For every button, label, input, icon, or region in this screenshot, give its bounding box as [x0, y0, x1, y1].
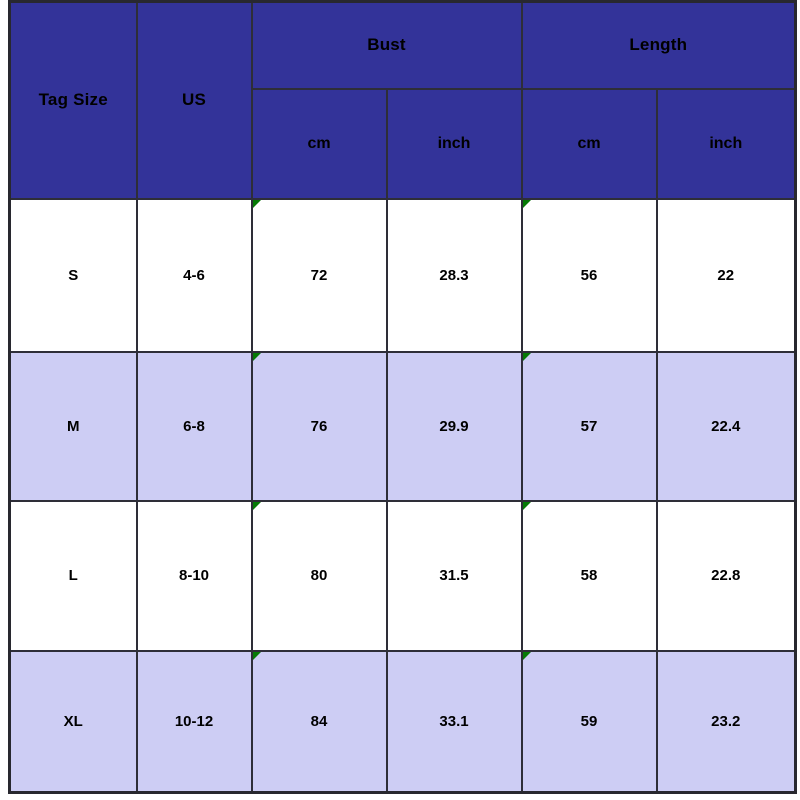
cell-value: 72 [310, 266, 328, 284]
cell-xl-tag: XL [8, 649, 138, 794]
cell-value: 80 [310, 567, 328, 584]
cell-s-length-cm: 56 [520, 197, 658, 353]
cell-value: 29.9 [439, 417, 469, 435]
cell-l-length-cm: 58 [520, 499, 658, 652]
cell-xl-length-cm: 59 [520, 649, 658, 794]
cell-value: 84 [310, 712, 328, 730]
cell-l-length-inch: 22.8 [655, 499, 797, 652]
cell-value: 23.2 [711, 712, 741, 730]
cell-m-bust-cm: 76 [250, 350, 388, 502]
cell-value: 57 [580, 417, 598, 435]
green-corner-marker-icon [522, 501, 531, 510]
cell-m-tag: M [8, 350, 138, 502]
green-corner-marker-icon [252, 651, 261, 660]
cell-s-length-inch: 22 [655, 197, 797, 353]
header-bust-cm: cm [250, 87, 388, 200]
header-row-groups: Tag Size US Bust Length [8, 0, 797, 200]
cell-m-length-cm: 57 [520, 350, 658, 502]
table-row-s: S 4-6 72 28.3 56 22 [8, 197, 797, 353]
cell-value: 33.1 [439, 712, 469, 730]
cell-m-bust-inch: 29.9 [385, 350, 523, 502]
cell-l-bust-inch: 31.5 [385, 499, 523, 652]
cell-s-tag: S [8, 197, 138, 353]
cell-xl-length-inch: 23.2 [655, 649, 797, 794]
cell-value: 31.5 [439, 567, 469, 584]
green-corner-marker-icon [252, 352, 261, 361]
size-chart-table: Tag Size US Bust Length cm inch cm inch … [8, 0, 798, 794]
green-corner-marker-icon [522, 651, 531, 660]
cell-value: 28.3 [439, 266, 469, 284]
header-length-cm: cm [520, 87, 658, 200]
cell-s-us: 4-6 [135, 197, 253, 353]
table-row-m: M 6-8 76 29.9 57 22.4 [8, 350, 797, 502]
header-us: US [135, 0, 253, 200]
header-tag-size: Tag Size [8, 0, 138, 200]
cell-value: 22 [717, 266, 735, 284]
cell-l-bust-cm: 80 [250, 499, 388, 652]
cell-xl-us: 10-12 [135, 649, 253, 794]
cell-l-tag: L [8, 499, 138, 652]
green-corner-marker-icon [252, 501, 261, 510]
header-bust-inch: inch [385, 87, 523, 200]
cell-xl-bust-inch: 33.1 [385, 649, 523, 794]
cell-m-us: 6-8 [135, 350, 253, 502]
green-corner-marker-icon [252, 199, 261, 208]
table-row-l: L 8-10 80 31.5 58 22.8 [8, 499, 797, 652]
cell-value: 22.4 [711, 417, 741, 435]
cell-s-bust-inch: 28.3 [385, 197, 523, 353]
header-row-units: cm inch cm inch [10, 87, 797, 200]
header-bust: Bust [250, 0, 523, 90]
cell-value: 22.8 [711, 567, 741, 584]
cell-value: 76 [310, 417, 328, 435]
cell-value: 56 [580, 266, 598, 284]
cell-m-length-inch: 22.4 [655, 350, 797, 502]
table-row-xl: XL 10-12 84 33.1 59 23.2 [8, 649, 797, 794]
green-corner-marker-icon [522, 352, 531, 361]
cell-value: 59 [580, 712, 598, 730]
cell-xl-bust-cm: 84 [250, 649, 388, 794]
header-length: Length [520, 0, 797, 90]
cell-s-bust-cm: 72 [250, 197, 388, 353]
green-corner-marker-icon [522, 199, 531, 208]
header-length-inch: inch [655, 87, 797, 200]
cell-value: 58 [580, 567, 598, 584]
cell-l-us: 8-10 [135, 499, 253, 652]
size-chart: Tag Size US Bust Length cm inch cm inch … [8, 0, 798, 794]
